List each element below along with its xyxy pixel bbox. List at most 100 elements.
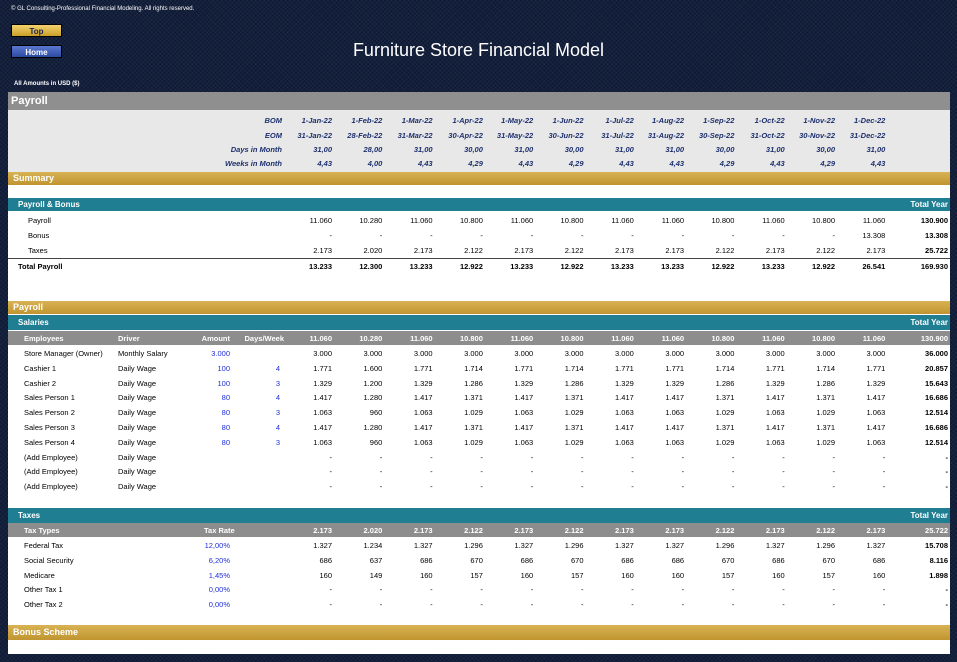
tax-rate[interactable]: 0,00% xyxy=(208,600,230,610)
employee-days-per-week[interactable]: 4 xyxy=(275,393,280,403)
employee-days-per-week[interactable]: 3 xyxy=(275,408,280,418)
employee-days-per-week[interactable] xyxy=(248,450,280,465)
employee-row: Cashier 2 Daily Wage 100 3 1.329 1.200 1.329 1.… xyxy=(8,376,950,391)
tax-month-11: - xyxy=(832,585,836,595)
date-bom-month-4: 1-Apr-22 xyxy=(452,116,483,125)
tax-month-1: - xyxy=(329,585,333,595)
employee-days-per-week[interactable]: 3 xyxy=(275,437,280,447)
top-button[interactable]: Top xyxy=(11,24,62,37)
date-weeks-month-8: 4,43 xyxy=(669,159,685,168)
employee-days-per-week[interactable]: 4 xyxy=(275,363,280,373)
tax-name[interactable]: Federal Tax xyxy=(24,541,64,550)
employee-month-6: 1.714 xyxy=(564,363,584,373)
employee-amount[interactable] xyxy=(178,479,230,494)
summary-row-month-3: - xyxy=(430,231,433,240)
employee-month-11: 1.029 xyxy=(816,437,835,447)
employee-driver[interactable]: Daily Wage xyxy=(118,437,157,447)
employee-driver[interactable]: Daily Wage xyxy=(118,378,157,388)
employee-amount[interactable]: 3.000 xyxy=(211,349,230,358)
employee-month-4: - xyxy=(480,482,483,492)
employee-name[interactable]: Sales Person 3 xyxy=(24,423,75,432)
date-eom-month-1: 31-Jan-22 xyxy=(297,131,332,140)
tax-name[interactable]: Social Security xyxy=(24,555,74,565)
employee-driver[interactable]: Daily Wage xyxy=(118,482,157,492)
tax-total: 8.116 xyxy=(929,555,948,565)
employee-month-3: 1.417 xyxy=(413,423,433,432)
tax-rate[interactable]: 6,20% xyxy=(208,555,230,565)
employee-days-per-week[interactable] xyxy=(248,346,280,361)
employee-month-8: 1.417 xyxy=(665,393,685,403)
employee-amount[interactable] xyxy=(178,450,230,465)
employee-amount[interactable]: 80 xyxy=(221,437,230,447)
tax-month-8: - xyxy=(681,600,685,610)
salaries-header-month-4: 10.800 xyxy=(459,333,483,343)
payroll-bonus-total-year-label: Total Year xyxy=(910,200,949,209)
employee-amount[interactable] xyxy=(178,464,230,479)
summary-row-month-3: 11.060 xyxy=(410,216,433,225)
employee-name[interactable]: (Add Employee) xyxy=(24,452,78,462)
employee-driver[interactable]: Daily Wage xyxy=(118,452,157,462)
employee-month-9: 1.029 xyxy=(715,437,735,447)
employee-days-per-week[interactable]: 3 xyxy=(275,378,280,388)
employee-month-6: 1.286 xyxy=(564,378,584,388)
salaries-total-year-label: Total Year xyxy=(910,318,949,327)
summary-row-month-6: - xyxy=(581,231,584,240)
employee-month-11: 1.371 xyxy=(816,393,835,403)
employee-days-per-week[interactable]: 4 xyxy=(275,423,280,432)
tax-month-3: 160 xyxy=(420,570,433,580)
tax-rate[interactable]: 1,45% xyxy=(208,570,230,580)
employee-driver[interactable]: Daily Wage xyxy=(118,393,157,403)
employee-amount[interactable]: 100 xyxy=(217,363,230,373)
tax-rate-col-header: Tax Rate xyxy=(204,525,235,535)
total-payroll-month-12: 26.541 xyxy=(862,261,886,271)
total-payroll-month-4: 12.922 xyxy=(459,261,483,271)
date-eom-month-4: 30-Apr-22 xyxy=(448,131,483,140)
employee-driver[interactable]: Daily Wage xyxy=(118,467,157,477)
employee-month-6: 1.029 xyxy=(564,408,584,418)
salaries-header-month-6: 10.800 xyxy=(560,333,584,343)
employee-driver[interactable]: Daily Wage xyxy=(118,408,157,418)
employee-name[interactable]: Cashier 1 xyxy=(24,363,57,373)
summary-row-month-11: 10.800 xyxy=(812,216,835,225)
employee-name[interactable]: Sales Person 4 xyxy=(24,437,75,447)
employee-amount[interactable]: 80 xyxy=(221,423,230,432)
tax-rate[interactable]: 0,00% xyxy=(208,585,230,595)
employee-month-12: 1.063 xyxy=(866,437,886,447)
employee-days-per-week[interactable] xyxy=(248,479,280,494)
date-days-month-2: 28,00 xyxy=(363,145,383,154)
employee-row: Sales Person 4 Daily Wage 80 3 1.063 960 1.063… xyxy=(8,435,950,450)
copyright-text: © GL Consulting-Professional Financial M… xyxy=(11,6,195,12)
employee-name[interactable]: Store Manager (Owner) xyxy=(24,349,103,358)
summary-row-month-4: - xyxy=(480,231,483,240)
employee-driver[interactable]: Daily Wage xyxy=(118,363,157,373)
tax-month-2: - xyxy=(379,600,383,610)
tax-rate[interactable]: 12,00% xyxy=(204,541,230,550)
tax-name[interactable]: Other Tax 2 xyxy=(24,600,63,610)
employee-days-per-week[interactable] xyxy=(248,464,280,479)
employee-driver[interactable]: Daily Wage xyxy=(118,423,157,432)
tax-name[interactable]: Medicare xyxy=(24,570,55,580)
employee-amount[interactable]: 80 xyxy=(221,393,230,403)
employee-name[interactable]: Sales Person 1 xyxy=(24,393,75,403)
employee-name[interactable]: (Add Employee) xyxy=(24,482,78,492)
employee-row: Sales Person 1 Daily Wage 80 4 1.417 1.280 1.4… xyxy=(8,390,950,405)
employee-month-8: 1.063 xyxy=(665,408,685,418)
total-payroll-label: Total Payroll xyxy=(18,261,63,271)
employee-month-12: - xyxy=(882,452,886,462)
employee-name[interactable]: Cashier 2 xyxy=(24,378,57,388)
employee-driver[interactable]: Monthly Salary xyxy=(118,349,168,358)
employee-month-3: - xyxy=(430,467,433,477)
tax-name[interactable]: Other Tax 1 xyxy=(24,585,63,595)
home-button[interactable]: Home xyxy=(11,45,62,58)
employee-month-2: - xyxy=(379,467,383,477)
employee-amount[interactable]: 100 xyxy=(217,378,230,388)
employee-name[interactable]: (Add Employee) xyxy=(24,467,78,477)
tax-month-12: 160 xyxy=(872,570,886,580)
employee-month-5: - xyxy=(530,467,534,477)
employee-month-10: 1.771 xyxy=(765,363,785,373)
date-weeks-month-5: 4,43 xyxy=(518,159,534,168)
employee-amount[interactable]: 80 xyxy=(221,408,230,418)
employee-month-5: 1.417 xyxy=(514,393,534,403)
employee-month-6: 1.371 xyxy=(564,393,584,403)
employee-name[interactable]: Sales Person 2 xyxy=(24,408,75,418)
